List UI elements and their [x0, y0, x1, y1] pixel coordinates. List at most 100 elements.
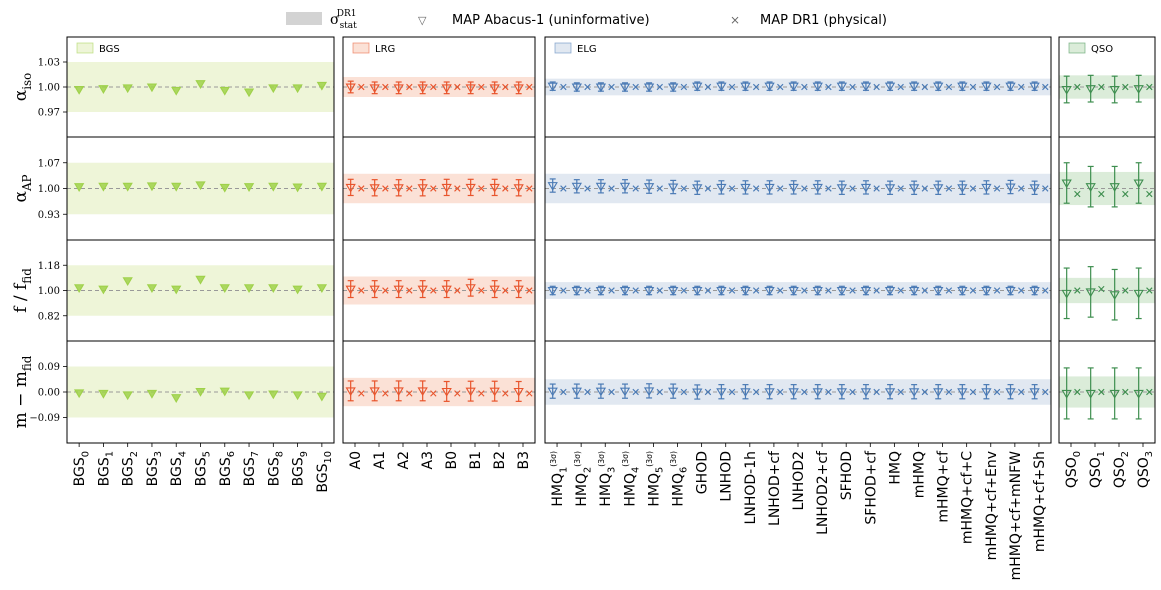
- point-abacus-bgs: [243, 284, 255, 293]
- y-tick-label-f: 0.82: [38, 311, 60, 322]
- point-abacus-lrg: [345, 285, 356, 295]
- panel-legend-label-lrg: LRG: [375, 44, 395, 55]
- point-dr1-lrg: [382, 287, 389, 294]
- panel-legend-label-qso: QSO: [1091, 44, 1113, 55]
- point-dr1-lrg: [502, 390, 509, 397]
- point-abacus-bgs: [73, 183, 85, 192]
- point-dr1-elg: [897, 287, 904, 294]
- point-dr1-qso: [1146, 388, 1153, 396]
- point-abacus-elg: [740, 287, 751, 296]
- point-dr1-lrg: [382, 83, 389, 91]
- point-abacus-lrg: [513, 84, 524, 94]
- point-abacus-lrg: [345, 183, 356, 193]
- panel-legend-swatch-elg: [554, 42, 572, 54]
- point-abacus-elg: [619, 182, 631, 192]
- point-dr1-elg: [560, 388, 567, 396]
- point-abacus-elg: [764, 183, 775, 193]
- point-dr1-elg: [608, 287, 615, 294]
- point-dr1-elg: [897, 388, 904, 396]
- point-abacus-elg: [595, 182, 607, 192]
- point-abacus-elg: [668, 83, 679, 93]
- point-dr1-elg: [801, 388, 808, 396]
- point-dr1-elg: [993, 388, 1001, 396]
- point-dr1-lrg: [358, 390, 365, 397]
- y-tick-label-f: 1.18: [38, 261, 60, 272]
- point-abacus-elg: [692, 388, 703, 398]
- point-abacus-qso: [1109, 389, 1120, 399]
- point-abacus-lrg: [417, 387, 428, 397]
- point-abacus-bgs: [98, 389, 109, 399]
- point-abacus-elg: [643, 387, 655, 397]
- point-dr1-qso: [1122, 388, 1129, 396]
- point-abacus-qso: [1109, 86, 1120, 95]
- x-tick-label: BGS5: [194, 451, 213, 486]
- point-dr1-lrg: [502, 83, 509, 91]
- x-tick-label: BGS3: [145, 451, 164, 486]
- point-abacus-elg: [933, 184, 944, 194]
- point-abacus-elg: [1029, 82, 1040, 92]
- point-abacus-lrg: [417, 184, 428, 194]
- legend-abacus-marker: ▽: [418, 14, 427, 27]
- panel-legend-label-bgs: BGS: [99, 44, 120, 55]
- point-abacus-elg: [908, 388, 920, 398]
- point-dr1-elg: [752, 185, 760, 192]
- point-dr1-elg: [969, 83, 977, 91]
- point-dr1-lrg: [358, 185, 365, 192]
- point-abacus-elg: [1029, 184, 1040, 194]
- point-dr1-qso: [1074, 388, 1081, 396]
- point-dr1-elg: [608, 185, 615, 192]
- point-dr1-lrg: [382, 185, 389, 192]
- point-abacus-bgs: [292, 183, 303, 193]
- point-dr1-elg: [1042, 185, 1049, 192]
- point-abacus-lrg: [345, 83, 356, 93]
- point-dr1-elg: [608, 388, 615, 396]
- point-abacus-bgs: [292, 285, 303, 295]
- point-dr1-lrg: [406, 185, 413, 192]
- y-tick-label-aap: 1.07: [38, 158, 60, 169]
- legend-stat-label: σstatDR1: [330, 9, 357, 31]
- point-abacus-bgs: [98, 85, 109, 94]
- x-tick-label: B1: [468, 451, 484, 470]
- x-tick-label: A0: [348, 451, 364, 469]
- point-dr1-lrg: [502, 185, 509, 192]
- point-dr1-elg: [801, 185, 808, 192]
- x-tick-label: LNHOD2+cf: [815, 450, 831, 535]
- x-tick-label: HMQ: [887, 451, 903, 485]
- point-abacus-bgs: [219, 183, 230, 193]
- point-dr1-lrg: [430, 83, 437, 91]
- point-abacus-bgs: [146, 182, 158, 192]
- point-abacus-bgs: [316, 392, 328, 402]
- point-dr1-elg: [921, 287, 929, 294]
- point-abacus-elg: [836, 184, 848, 194]
- point-abacus-qso: [1085, 288, 1096, 298]
- x-tick-label: mHMQ+cf+mNFW: [1008, 451, 1024, 581]
- point-abacus-elg: [981, 388, 992, 398]
- point-abacus-lrg: [465, 84, 476, 94]
- point-abacus-bgs: [316, 284, 328, 293]
- point-dr1-qso: [1146, 190, 1153, 198]
- point-abacus-elg: [619, 387, 631, 397]
- point-dr1-qso: [1074, 287, 1081, 294]
- point-dr1-qso: [1122, 83, 1129, 91]
- point-dr1-elg: [945, 287, 953, 294]
- row-label-m: m − mfid: [11, 355, 34, 428]
- point-abacus-bgs: [171, 182, 182, 192]
- point-abacus-bgs: [219, 387, 230, 397]
- x-tick-label: mHMQ+cf: [936, 450, 952, 523]
- legend-dr1-marker: ×: [730, 13, 740, 27]
- point-abacus-elg: [764, 388, 775, 398]
- point-abacus-qso: [1109, 291, 1120, 300]
- point-abacus-elg: [571, 182, 582, 192]
- point-dr1-elg: [632, 185, 639, 192]
- point-dr1-elg: [777, 83, 784, 91]
- point-dr1-elg: [752, 83, 760, 91]
- point-dr1-elg: [1018, 388, 1025, 396]
- point-abacus-elg: [716, 287, 727, 296]
- point-abacus-bgs: [73, 86, 85, 95]
- point-abacus-lrg: [489, 84, 500, 94]
- x-tick-label: GHOD: [695, 451, 711, 494]
- point-dr1-elg: [680, 287, 688, 294]
- x-tick-label: mHMQ: [911, 451, 927, 498]
- x-tick-label: HMQ2(3σ): [573, 451, 594, 507]
- point-abacus-elg: [908, 82, 920, 92]
